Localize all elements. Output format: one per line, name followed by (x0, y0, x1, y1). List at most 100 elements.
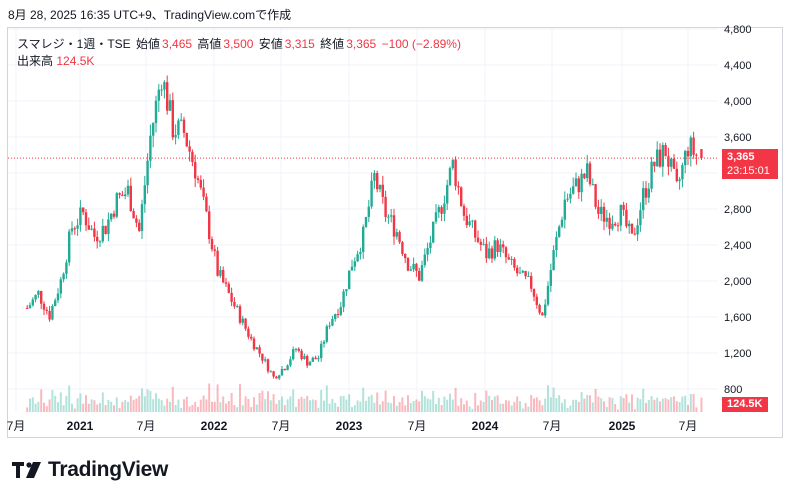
candle-body (135, 218, 138, 223)
volume-bar (594, 388, 597, 412)
candle-body (563, 199, 566, 220)
volume-bar (124, 399, 127, 412)
candle-body (250, 336, 253, 339)
volume-bar (275, 403, 278, 412)
volume-bar (678, 402, 681, 412)
symbol-label[interactable]: スマレジ・1週・TSE (17, 37, 131, 51)
volume-bar (253, 397, 255, 412)
volume-bar (460, 398, 463, 412)
volume-bar (538, 400, 541, 412)
volume-bar (90, 399, 93, 412)
volume-bar (418, 401, 421, 412)
tradingview-logo[interactable]: TradingView (12, 458, 168, 481)
candle-body (504, 247, 508, 258)
volume-value: 124.5K (56, 54, 95, 68)
volume-bar (225, 403, 227, 412)
volume-bar (169, 401, 171, 412)
volume-bar (31, 397, 34, 412)
candle-body (138, 222, 141, 231)
volume-bar (530, 394, 533, 412)
volume-bar (337, 406, 339, 412)
volume-bar (611, 397, 614, 412)
volume-bar (155, 393, 157, 412)
high-label: 高値 (197, 37, 222, 51)
volume-bar (558, 395, 561, 412)
candle-body (182, 119, 186, 133)
candle-body (345, 289, 348, 292)
volume-bar (48, 399, 51, 412)
ohlc-legend: スマレジ・1週・TSE 始値 3,465 高値 3,500 安値 3,315 終値 3,… (17, 35, 463, 52)
last-price-value: 3,365 (727, 151, 755, 163)
candle-body (560, 219, 564, 227)
candle-body (566, 198, 569, 200)
volume-bar (110, 401, 113, 412)
candle-body (552, 250, 555, 271)
volume-bar (636, 397, 639, 412)
candle-body (163, 82, 166, 90)
volume-bar (650, 396, 653, 412)
candle-body (381, 184, 384, 197)
candle-body (602, 206, 606, 222)
volume-bar (149, 390, 152, 412)
candle-body (70, 228, 74, 232)
candle-body (157, 89, 160, 101)
candle-body (90, 228, 93, 230)
volume-bar (157, 398, 160, 412)
x-tick-label: 2025 (609, 419, 636, 433)
candle-body (115, 193, 118, 217)
volume-bar (115, 397, 118, 412)
volume-bar (177, 399, 180, 412)
candle-body (530, 276, 533, 289)
volume-bar (71, 403, 73, 412)
y-tick-label: 2,800 (724, 204, 752, 216)
volume-bar (555, 398, 558, 412)
candle-body (370, 180, 373, 207)
candle-body (222, 270, 225, 283)
candle-body (143, 185, 146, 205)
volume-bar (622, 398, 625, 412)
volume-bar (381, 401, 384, 412)
volume-bar (423, 396, 426, 412)
candle-body (364, 216, 368, 227)
volume-bar (180, 408, 183, 412)
candle-body (194, 162, 197, 179)
candle-body (496, 240, 499, 252)
volume-bar (367, 396, 370, 412)
volume-bar (269, 400, 272, 412)
candle-body (549, 270, 552, 286)
chart-frame[interactable] (7, 27, 783, 438)
candle-body (395, 232, 398, 237)
candle-body (611, 223, 614, 229)
candle-body (440, 207, 443, 214)
candle-body (600, 206, 603, 214)
candle-body (541, 312, 544, 316)
volume-bar (323, 400, 325, 412)
volume-bar (76, 398, 79, 412)
volume-bar (34, 403, 37, 412)
volume-bar (163, 405, 166, 412)
volume-bar (267, 391, 269, 412)
candle-body (594, 184, 597, 207)
volume-bar (166, 398, 169, 412)
volume-label[interactable]: 出来高 (17, 54, 54, 68)
candle-body (513, 258, 516, 268)
candle-body (48, 310, 51, 320)
candle-body (112, 213, 116, 217)
candle-body (555, 236, 558, 251)
candle-body (224, 282, 228, 284)
volume-bar (661, 398, 664, 412)
candle-body (126, 185, 130, 195)
candle-body (216, 250, 219, 276)
candle-body (527, 276, 530, 278)
candle-body (62, 273, 65, 280)
y-axis: 4,8004,4004,0003,6003,2002,8002,4002,000… (724, 24, 752, 396)
volume-bar (580, 392, 583, 412)
candle-body (588, 163, 592, 185)
volume-bar (435, 403, 437, 412)
candle-body (398, 232, 401, 243)
candle-body (479, 241, 482, 245)
volume-bar (306, 395, 309, 412)
candle-body (325, 326, 328, 342)
candle-body (457, 186, 460, 188)
